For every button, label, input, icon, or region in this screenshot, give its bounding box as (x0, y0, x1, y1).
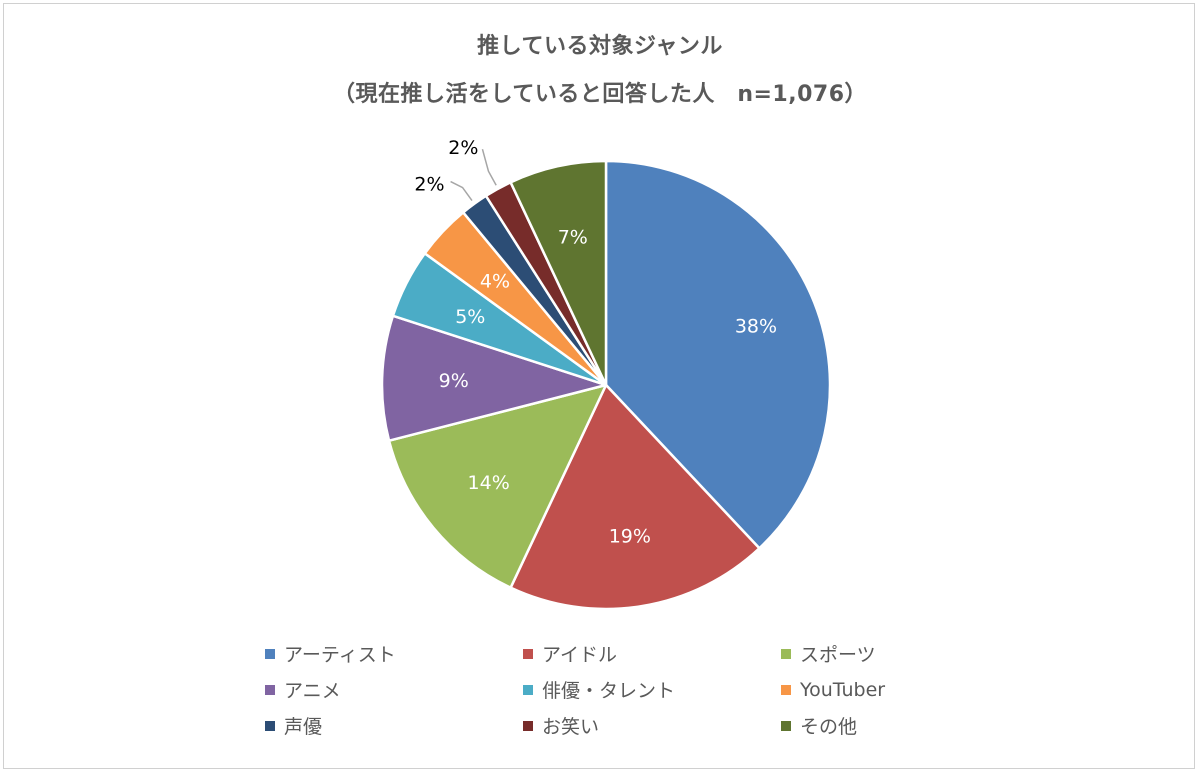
legend-item-5: 俳優・タレント (523, 676, 781, 703)
legend-item-9: その他 (781, 712, 1039, 739)
legend-label: アーティスト (284, 644, 396, 666)
legend-swatch (781, 720, 791, 731)
legend-label: お笑い (542, 716, 600, 738)
legend-item-1: アーティスト (265, 640, 523, 667)
pie-slice-3 (387, 383, 608, 589)
legend-swatch (523, 684, 533, 695)
legend-label: アイドル (542, 644, 618, 666)
data-labels: 38% 19% 14% 9% 5% 4% 2%2% 7% (414, 137, 777, 547)
pie-slice-2 (509, 383, 761, 611)
chart-title: 推している対象ジャンル (477, 34, 723, 59)
pie-slice-1 (604, 159, 832, 550)
pie-slice-4 (380, 314, 608, 442)
data-label-9: 7% (558, 226, 588, 248)
legend-label: アニメ (284, 680, 341, 702)
pie-slices (380, 159, 832, 611)
data-label-5: 5% (455, 306, 485, 328)
data-label-8: 2% (448, 137, 478, 159)
legend-swatch (781, 648, 791, 659)
pie-slice-9 (509, 159, 608, 387)
legend: アーティスト アイドル スポーツアニメ 俳優・タレント YouTuber 声優 お笑い その他 (265, 640, 1045, 739)
legend-item-8: お笑い (523, 712, 781, 739)
legend-swatch (523, 720, 533, 731)
leader-lines (450, 148, 497, 201)
data-label-2: 19% (609, 525, 651, 547)
legend-label: スポーツ (800, 644, 876, 666)
legend-item-2: アイドル (523, 640, 781, 667)
legend-swatch (265, 648, 275, 659)
legend-label: その他 (800, 716, 858, 738)
legend-item-3: スポーツ (781, 640, 1039, 667)
legend-label: 俳優・タレント (542, 680, 676, 702)
legend-item-7: 声優 (265, 712, 523, 739)
leader-line-8 (481, 148, 497, 186)
data-label-7: 2% (414, 174, 444, 196)
data-label-1: 38% (735, 316, 777, 338)
data-label-3: 14% (468, 472, 510, 494)
data-label-4: 9% (439, 370, 469, 392)
legend-swatch (265, 720, 275, 731)
legend-swatch (523, 648, 533, 659)
legend-swatch (781, 684, 791, 695)
legend-item-4: アニメ (265, 676, 523, 703)
legend-label: 声優 (284, 716, 323, 738)
chart-subtitle: （現在推し活をしていると回答した人 n=1,076） (332, 82, 868, 107)
data-label-6: 4% (480, 271, 510, 293)
legend-swatch (265, 684, 275, 695)
legend-item-6: YouTuber (781, 676, 1039, 703)
legend-label: YouTuber (800, 678, 886, 701)
leader-line-7 (450, 180, 473, 201)
